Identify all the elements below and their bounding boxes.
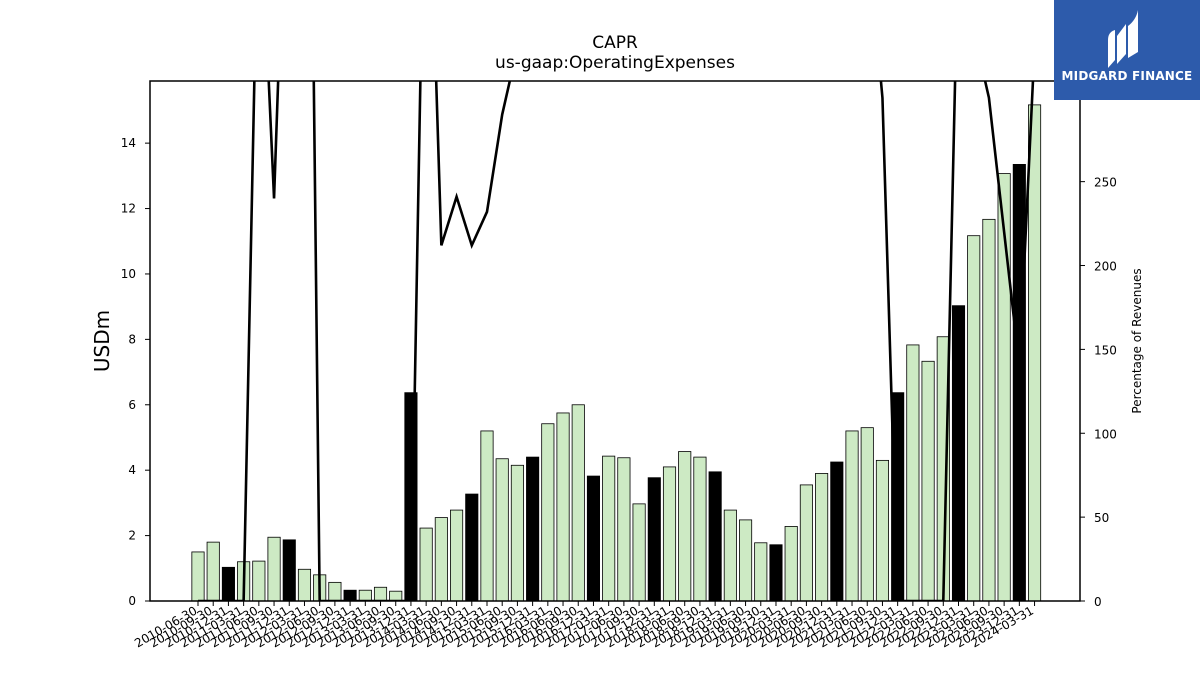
y-right-tick-label: 50 xyxy=(1094,511,1109,525)
right-axis-ticks: 0 50 100 150 200 250 xyxy=(1080,176,1117,609)
bar-2020-03-31 xyxy=(784,526,798,602)
bar-2019-12-31 xyxy=(769,544,783,602)
bar-2011-06-30 xyxy=(252,560,266,602)
bar-2014-03-31 xyxy=(419,527,433,602)
bar-2023-06-30 xyxy=(982,218,996,602)
y-tick-label: 10 xyxy=(121,267,136,281)
bar-2020-09-30 xyxy=(815,473,829,602)
bar-2012-03-31 xyxy=(297,568,312,602)
y-tick-label: 12 xyxy=(121,202,136,216)
bar-2018-06-30 xyxy=(678,451,692,602)
bar-2015-03-31 xyxy=(480,430,494,602)
y-right-tick-label: 200 xyxy=(1094,260,1117,274)
plot-frame xyxy=(149,80,1081,602)
bar-2021-03-31 xyxy=(845,430,859,602)
left-axis-ticks: 0 2 4 6 8 10 12 14 xyxy=(121,136,150,608)
bar-2010-06-30 xyxy=(191,551,205,602)
line-series xyxy=(198,81,1035,601)
bar-2012-12-31 xyxy=(343,589,357,602)
bar-2022-06-30 xyxy=(921,360,935,602)
y-right-tick-label: 100 xyxy=(1094,427,1117,441)
bar-2010-12-31 xyxy=(221,566,235,602)
y-tick-label: 2 xyxy=(128,529,136,543)
bar-2016-12-31 xyxy=(586,475,601,602)
bar-2013-06-30 xyxy=(373,586,388,602)
bar-2011-09-30 xyxy=(267,536,281,602)
bar-2020-06-30 xyxy=(799,484,813,602)
midgard-logo: MIDGARD FINANCE xyxy=(1054,0,1200,100)
bar-2021-06-30 xyxy=(860,427,874,602)
bar-2019-09-30 xyxy=(754,542,768,602)
bar-2017-06-30 xyxy=(617,457,631,602)
chart-subtitle: us-gaap:OperatingExpenses xyxy=(495,53,735,73)
y-axis-label-right: Percentage of Revenues xyxy=(1130,268,1144,413)
chart-title: CAPR xyxy=(592,33,638,53)
y-tick-label: 8 xyxy=(128,332,136,346)
bar-2014-06-30 xyxy=(434,517,448,602)
midgard-logo-icon xyxy=(1108,10,1138,68)
bar-2020-12-31 xyxy=(830,461,844,602)
bar-2018-03-31 xyxy=(662,466,677,602)
bar-2012-09-30 xyxy=(328,581,342,602)
bar-2014-09-30 xyxy=(450,509,464,602)
bar-2024-03-31 xyxy=(1028,104,1042,602)
y-tick-label: 6 xyxy=(128,398,136,412)
bar-2017-03-31 xyxy=(602,455,616,602)
bar-2019-03-31 xyxy=(723,509,737,602)
y-right-tick-label: 0 xyxy=(1094,595,1102,609)
bar-2010-09-30 xyxy=(206,541,220,602)
bar-2013-03-31 xyxy=(358,589,372,602)
bar-2011-12-31 xyxy=(282,539,296,602)
bar-2023-12-31 xyxy=(1012,163,1026,602)
x-axis-ticks: 2010-06-302010-09-302010-12-312011-03-31… xyxy=(132,601,1036,650)
bar-2015-12-31 xyxy=(526,456,540,602)
bar-2015-09-30 xyxy=(510,464,524,602)
y-tick-label: 0 xyxy=(128,594,136,608)
bar-2022-12-31 xyxy=(951,305,966,602)
y-right-tick-label: 150 xyxy=(1094,343,1117,357)
bar-2017-09-30 xyxy=(632,503,646,602)
bar-2016-06-30 xyxy=(556,412,570,602)
bar-2018-12-31 xyxy=(708,471,722,602)
logo-text: MIDGARD FINANCE xyxy=(1061,69,1193,83)
bar-2015-06-30 xyxy=(495,458,509,602)
chart-title-group: CAPR us-gaap:OperatingExpenses xyxy=(495,33,735,73)
bar-2017-12-31 xyxy=(647,477,661,602)
y-right-tick-label: 250 xyxy=(1094,176,1117,190)
y-tick-label: 4 xyxy=(128,463,136,477)
bar-2016-09-30 xyxy=(571,404,585,602)
bar-2022-03-31 xyxy=(906,344,920,602)
bar-2018-09-30 xyxy=(693,456,707,602)
y-axis-label-left: USDm xyxy=(90,310,114,372)
bar-2016-03-31 xyxy=(541,423,555,602)
bar-2014-12-31 xyxy=(465,493,479,602)
percentage-line xyxy=(198,81,1035,601)
bar-2019-06-30 xyxy=(739,519,753,602)
bar-2021-09-30 xyxy=(875,459,889,602)
bar-2013-09-30 xyxy=(389,590,403,602)
bar-2023-03-31 xyxy=(967,235,981,602)
y-tick-label: 14 xyxy=(121,136,136,150)
